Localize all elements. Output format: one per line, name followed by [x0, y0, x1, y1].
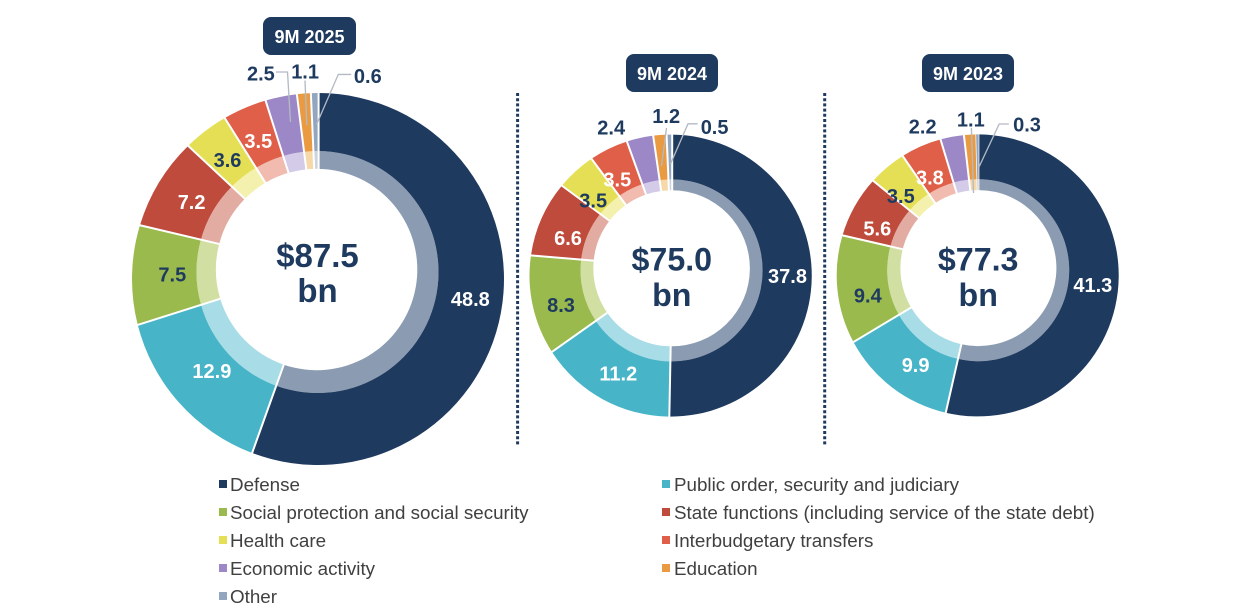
svg-text:1.2: 1.2 [652, 106, 680, 128]
svg-text:State functions (including ser: State functions (including service of th… [674, 502, 1095, 523]
svg-text:Interbudgetary transfers: Interbudgetary transfers [674, 530, 873, 551]
svg-text:3.5: 3.5 [603, 170, 631, 192]
svg-text:Defense: Defense [230, 474, 300, 495]
svg-text:9M 2024: 9M 2024 [637, 64, 707, 84]
svg-text:3.5: 3.5 [244, 131, 272, 153]
svg-text:bn: bn [297, 272, 337, 309]
svg-text:12.9: 12.9 [192, 361, 231, 383]
svg-text:1.1: 1.1 [291, 61, 319, 83]
svg-text:9.9: 9.9 [902, 355, 930, 377]
svg-text:9M 2025: 9M 2025 [274, 27, 344, 47]
svg-text:Education: Education [674, 558, 758, 579]
svg-text:48.8: 48.8 [451, 289, 490, 311]
svg-text:37.8: 37.8 [768, 266, 807, 288]
svg-text:2.2: 2.2 [909, 117, 937, 139]
svg-text:11.2: 11.2 [599, 364, 637, 386]
svg-text:3.5: 3.5 [887, 186, 915, 208]
svg-text:Social protection and social s: Social protection and social security [230, 502, 529, 523]
svg-text:41.3: 41.3 [1073, 275, 1112, 297]
svg-text:Public order, security and jud: Public order, security and judiciary [674, 474, 960, 495]
svg-text:2.5: 2.5 [247, 63, 275, 85]
svg-text:1.1: 1.1 [957, 110, 985, 132]
svg-text:Economic activity: Economic activity [230, 558, 376, 579]
svg-text:bn: bn [959, 277, 998, 313]
svg-text:2.4: 2.4 [597, 118, 626, 140]
svg-text:3.6: 3.6 [214, 150, 242, 172]
svg-text:0.6: 0.6 [354, 66, 382, 88]
svg-text:0.5: 0.5 [701, 117, 729, 139]
svg-text:3.5: 3.5 [579, 191, 607, 213]
svg-text:bn: bn [652, 277, 691, 313]
svg-text:5.6: 5.6 [863, 219, 891, 241]
svg-text:3.8: 3.8 [916, 168, 944, 190]
svg-text:6.6: 6.6 [554, 228, 582, 250]
svg-text:Other: Other [230, 586, 277, 606]
svg-text:9M 2023: 9M 2023 [933, 64, 1003, 84]
svg-text:$77.3: $77.3 [938, 241, 1019, 277]
svg-text:7.5: 7.5 [158, 265, 186, 287]
svg-text:Health care: Health care [230, 530, 326, 551]
svg-text:8.3: 8.3 [547, 295, 575, 317]
svg-text:7.2: 7.2 [178, 192, 206, 214]
svg-text:9.4: 9.4 [854, 285, 883, 307]
svg-text:$87.5: $87.5 [276, 237, 359, 274]
svg-text:$75.0: $75.0 [632, 241, 713, 277]
svg-text:0.3: 0.3 [1013, 115, 1041, 137]
